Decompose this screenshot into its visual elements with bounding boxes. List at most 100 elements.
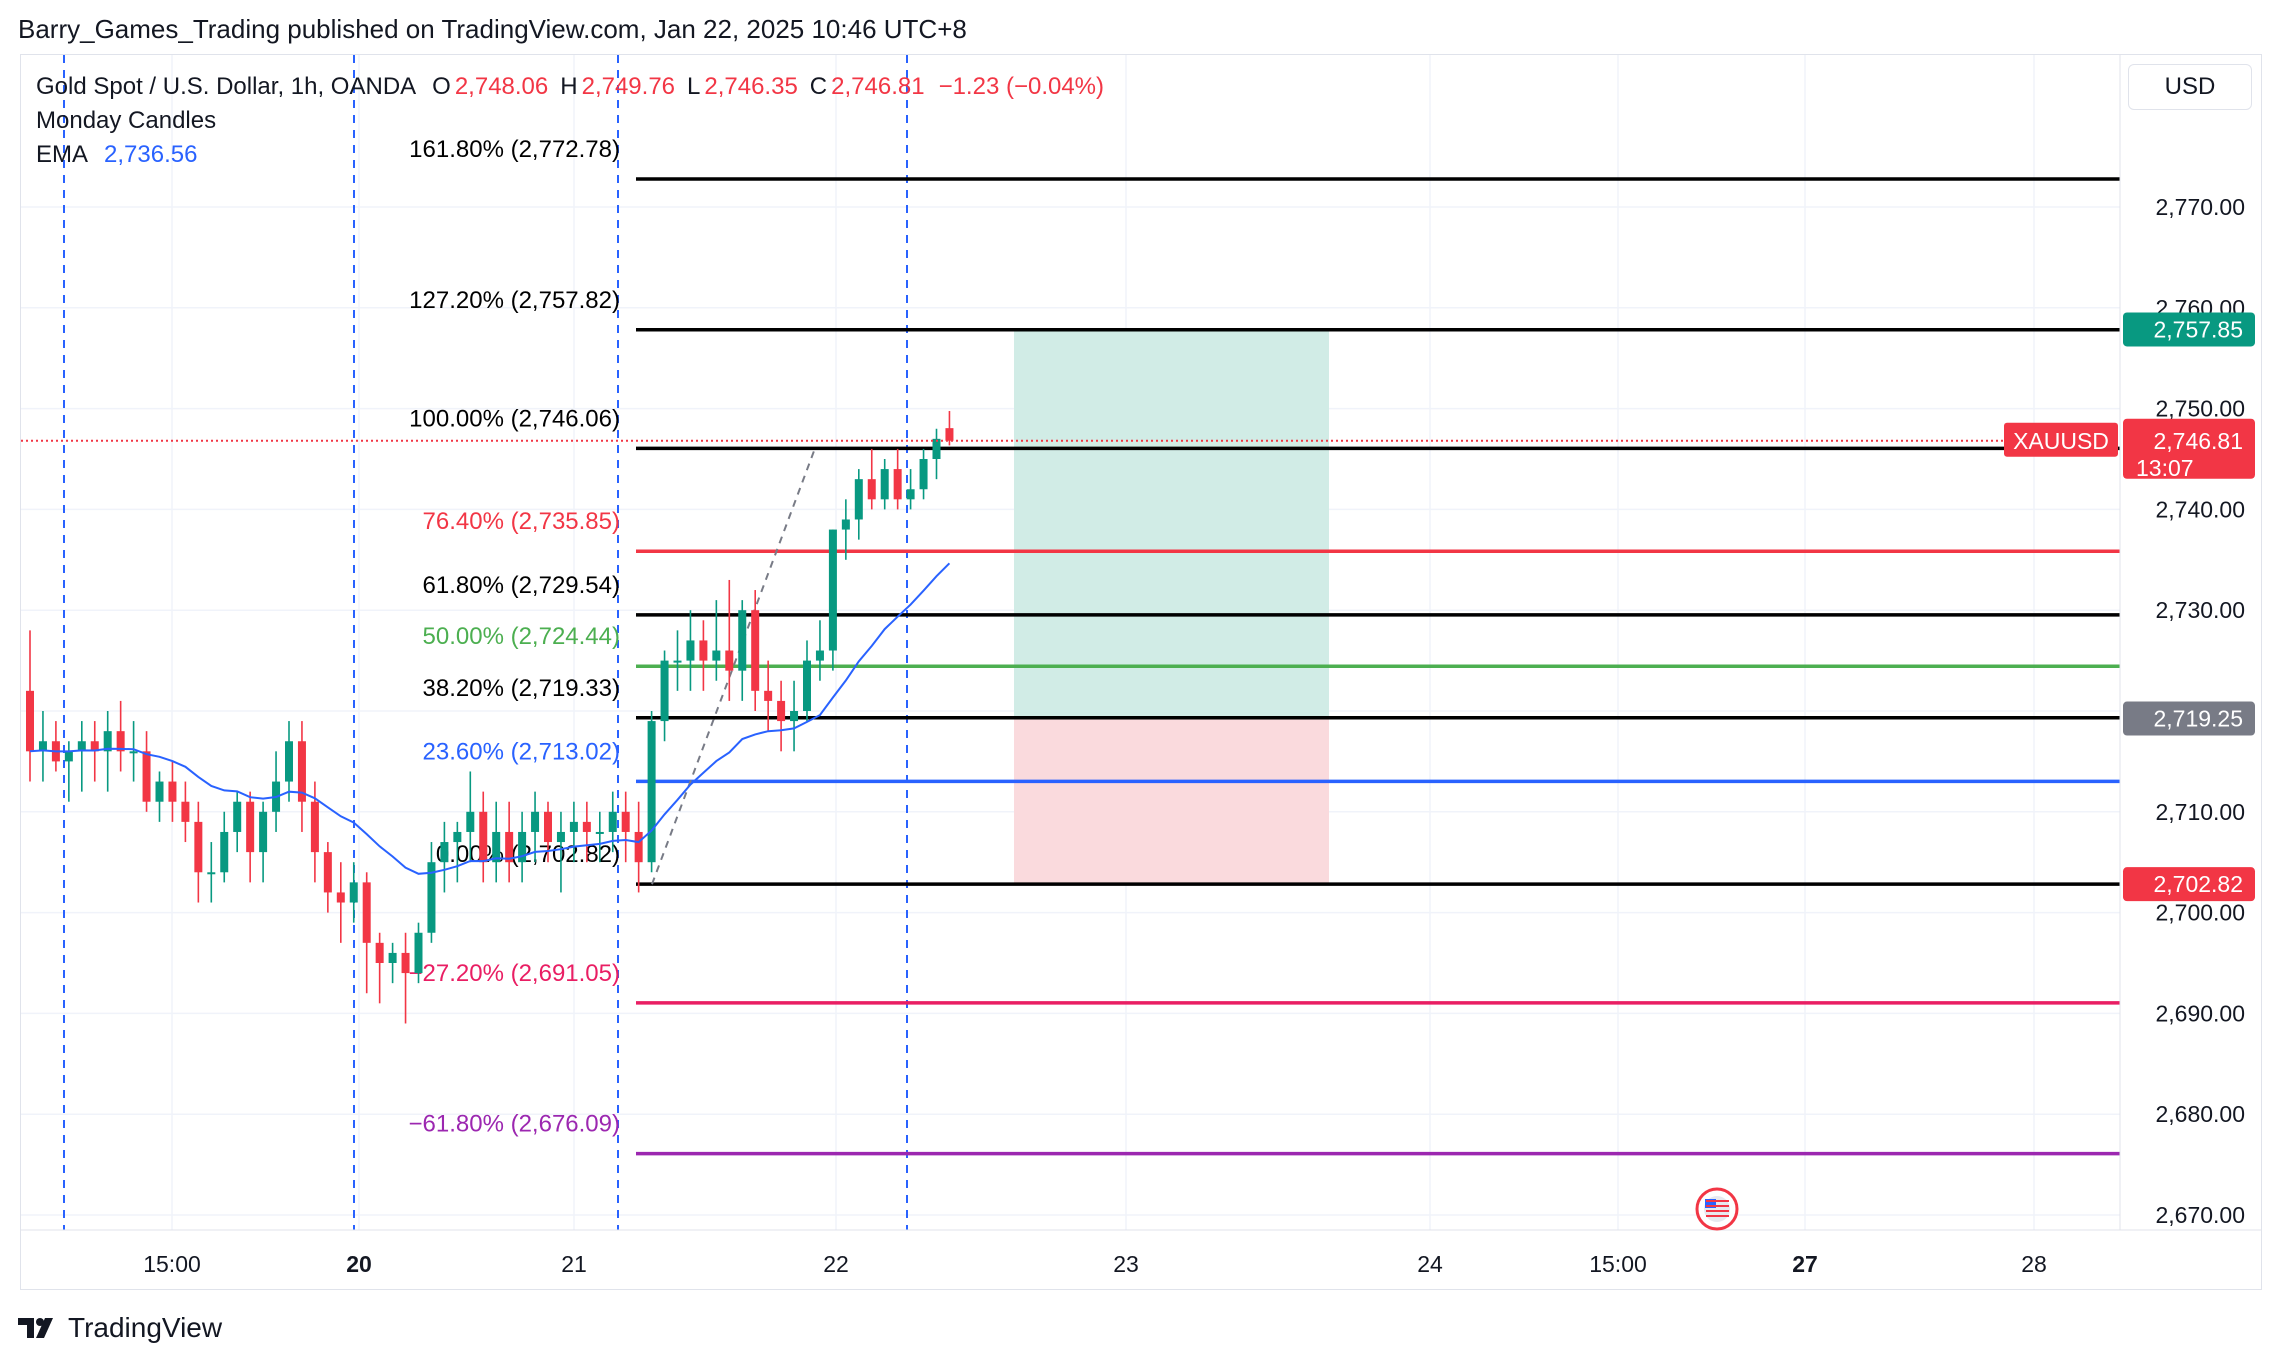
candle-body [116, 731, 125, 752]
candle-body [401, 952, 410, 974]
candle-body [285, 741, 293, 782]
fib-level-label: 61.80% (2,729.54) [423, 572, 620, 599]
candle-body [790, 711, 799, 722]
economic-event-flag[interactable] [1695, 1187, 1739, 1231]
time-axis[interactable]: 15:00 20 21 22 23 24 15:00 27 28 [21, 1229, 2262, 1277]
candle-body [505, 831, 514, 863]
candle-body [699, 640, 708, 661]
candle-body [712, 650, 721, 661]
candle-body [77, 741, 86, 752]
price-badge-value: 2,757.85 [2153, 316, 2243, 342]
legend-indicator-ema[interactable]: EMA 2,736.56 [36, 138, 1104, 172]
fib-level-label: 76.40% (2,735.85) [423, 508, 620, 535]
price-tick-label: 2,680.00 [2155, 1101, 2245, 1127]
price-tick-label: 2,670.00 [2155, 1202, 2245, 1228]
candle-body [129, 751, 138, 754]
candle-body [375, 942, 384, 963]
candle-body [880, 469, 889, 500]
time-tick-label: 21 [561, 1251, 587, 1277]
price-tick-label: 2,700.00 [2155, 900, 2245, 926]
candle-body [608, 811, 617, 832]
time-tick-label: 20 [346, 1251, 372, 1277]
ema-polyline [29, 562, 951, 875]
candle-body [207, 872, 216, 875]
price-badge [2123, 312, 2255, 347]
us-flag-icon-canton [1705, 1199, 1716, 1208]
legend-indicator-monday-candles[interactable]: Monday Candles [36, 104, 1104, 138]
target-zone[interactable] [1014, 329, 1329, 719]
session-separators [63, 55, 908, 1230]
candle-body [556, 831, 565, 843]
candle-body [544, 811, 552, 843]
fib-level-label: −61.80% (2,676.09) [409, 1111, 621, 1138]
chart-canvas[interactable]: 161.80% (2,772.78) 127.20% (2,757.82) 100.… [0, 0, 2284, 1300]
legend-change: −1.23 (−0.04%) [938, 73, 1105, 100]
price-tick-label: 2,740.00 [2155, 496, 2245, 522]
candle-body [803, 660, 811, 711]
candle-body [867, 479, 876, 500]
candle-body [828, 529, 837, 651]
fib-level-label: 50.00% (2,724.44) [423, 623, 620, 650]
candle-body [582, 821, 591, 832]
candle-body [518, 831, 527, 863]
legend-low: 2,746.35 [704, 73, 798, 100]
candle-body [155, 781, 164, 802]
price-badge [2123, 867, 2255, 902]
chart-header: Barry_Games_Trading published on Trading… [18, 14, 967, 44]
price-axis[interactable]: 2,770.002,760.002,750.002,740.002,730.00… [2119, 55, 2245, 1230]
current-price-badge [2123, 418, 2255, 479]
candle-body [64, 751, 73, 762]
candle-body [349, 882, 358, 903]
candle-body [26, 690, 34, 752]
candle-body [38, 741, 47, 752]
candle-body [440, 842, 449, 863]
candle-body [751, 610, 760, 691]
candle-body [336, 892, 345, 903]
legend-symbol[interactable]: Gold Spot / U.S. Dollar, 1h, OANDA [36, 73, 417, 100]
legend-open-label: O [432, 73, 451, 100]
candle-body [479, 811, 488, 863]
legend-open: 2,748.06 [454, 73, 549, 100]
currency-label: USD [2164, 73, 2216, 100]
time-tick-label: 22 [823, 1251, 849, 1277]
candle-body [233, 801, 242, 832]
fib-level-label: 127.20% (2,757.82) [409, 287, 620, 314]
candle-body [492, 831, 501, 863]
grid [21, 55, 2120, 1230]
candle-body [362, 882, 371, 943]
tradingview-logo-icon [18, 1318, 53, 1338]
price-tick-label: 2,710.00 [2155, 799, 2245, 825]
price-tick-label: 2,750.00 [2155, 396, 2245, 422]
candle-body [660, 660, 669, 722]
legend-low-label: L [687, 73, 701, 100]
candle-body [686, 640, 695, 661]
long-position-tool[interactable] [1014, 329, 1329, 885]
price-tick-label: 2,730.00 [2155, 597, 2245, 623]
time-tick-label: 24 [1417, 1251, 1443, 1277]
candle-body [142, 751, 151, 802]
symbol-badge-label: XAUUSD [2013, 428, 2109, 454]
legend-high-label: H [560, 73, 578, 100]
candle-body [168, 781, 177, 802]
current-price-value: 2,746.81 [2153, 428, 2243, 454]
fib-retracement-lines[interactable] [636, 177, 2120, 1156]
candle-body [531, 811, 540, 832]
candle-body [453, 831, 462, 843]
candlestick-series [26, 411, 954, 1024]
candle-body [181, 801, 190, 822]
stop-zone[interactable] [1014, 718, 1329, 885]
price-badge [2123, 701, 2255, 736]
candle-body [932, 438, 941, 459]
time-tick-label: 23 [1113, 1251, 1139, 1277]
bar-countdown: 13:07 [2136, 455, 2194, 481]
candle-body [738, 610, 747, 671]
candle-body [945, 428, 954, 441]
legend-close: 2,746.81 [831, 73, 925, 100]
candle-body [259, 811, 268, 853]
candle-body [906, 489, 915, 500]
brand-name: TradingView [68, 1312, 223, 1343]
currency-selector-button[interactable]: USD [2128, 64, 2252, 110]
fib-level-label: −27.20% (2,691.05) [409, 960, 621, 987]
fib-level-label: 23.60% (2,713.02) [423, 738, 620, 765]
